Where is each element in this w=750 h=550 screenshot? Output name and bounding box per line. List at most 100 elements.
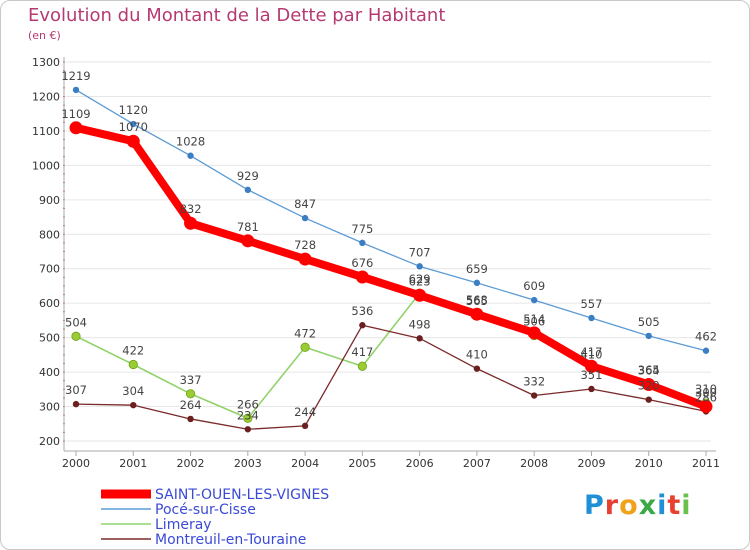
x-tick-label: 2009 <box>577 457 605 470</box>
series-1 <box>71 288 711 423</box>
data-point <box>359 239 366 247</box>
data-label: 286 <box>695 390 717 404</box>
data-label: 337 <box>180 373 202 387</box>
y-tick-label: 1200 <box>32 90 60 103</box>
x-tick-label: 2002 <box>177 457 205 470</box>
data-point <box>355 270 369 284</box>
logo-letter: x <box>638 490 658 521</box>
data-label: 568 <box>466 293 488 307</box>
data-label: 847 <box>294 197 316 211</box>
data-label: 676 <box>351 256 373 270</box>
data-label: 929 <box>237 169 259 183</box>
data-point <box>416 263 423 270</box>
data-label: 623 <box>409 274 431 288</box>
data-label: 320 <box>638 379 660 393</box>
data-point <box>298 252 312 266</box>
data-point <box>187 152 194 159</box>
logo-letter: o <box>619 490 639 521</box>
y-tick-label: 1100 <box>32 125 60 138</box>
data-label: 565 <box>466 294 488 308</box>
data-point <box>301 422 309 430</box>
y-tick-label: 1000 <box>32 159 60 172</box>
series-2 <box>72 322 710 433</box>
legend-label: Limeray <box>155 517 212 533</box>
data-label: 629 <box>409 272 431 286</box>
data-point <box>185 389 196 399</box>
y-tick-label: 600 <box>39 297 60 310</box>
data-label: 422 <box>122 344 144 358</box>
data-label: 264 <box>180 398 202 412</box>
data-point <box>530 296 538 304</box>
data-point <box>244 426 252 433</box>
x-tick-label: 2001 <box>119 457 147 470</box>
legend-label: SAINT-OUEN-LES-VIGNES <box>155 487 329 503</box>
data-point <box>642 377 656 391</box>
data-point <box>645 332 652 340</box>
legend-label: Pocé-sur-Cisse <box>155 502 256 518</box>
logo-letter: P <box>584 490 605 521</box>
y-tick-label: 800 <box>39 228 60 241</box>
y-tick-label: 1300 <box>32 56 60 69</box>
data-point <box>187 415 194 423</box>
x-tick-label: 2005 <box>348 457 376 470</box>
y-tick-label: 700 <box>39 263 60 276</box>
data-point <box>126 134 140 148</box>
data-label: 234 <box>237 408 259 422</box>
data-label: 505 <box>638 315 660 329</box>
x-tick-label: 2004 <box>291 457 319 470</box>
data-label: 365 <box>638 363 660 377</box>
axes: 200 300 400 500 600 700 800 900 1000 1100 1200 1300… <box>32 56 720 470</box>
data-label: 304 <box>122 384 144 398</box>
data-label: 504 <box>65 315 87 329</box>
data-label: 832 <box>180 202 202 216</box>
data-point <box>69 121 83 135</box>
data-label: 781 <box>237 220 259 234</box>
data-label: 332 <box>523 375 545 389</box>
data-point <box>300 342 310 352</box>
data-label: 1070 <box>119 120 148 134</box>
data-point <box>530 392 538 399</box>
series-0 <box>72 86 710 354</box>
data-point <box>413 288 427 302</box>
data-label: 659 <box>466 262 488 276</box>
data-point <box>128 359 138 370</box>
data-label: 557 <box>580 297 602 311</box>
data-point <box>244 186 252 194</box>
data-label: 244 <box>294 405 316 419</box>
x-tick-label: 2006 <box>406 457 434 470</box>
data-label: 1120 <box>119 103 148 117</box>
data-point <box>241 234 255 248</box>
data-label: 472 <box>294 326 316 340</box>
data-label: 506 <box>523 315 545 329</box>
data-label: 417 <box>580 345 602 359</box>
data-point <box>130 401 137 409</box>
series-line <box>75 292 707 420</box>
x-tick-label: 2011 <box>692 457 720 470</box>
data-label: 364 <box>638 363 660 377</box>
data-point <box>301 214 309 222</box>
data-point <box>473 279 481 287</box>
data-label: 300 <box>695 386 717 400</box>
data-label: 417 <box>351 345 373 359</box>
data-point <box>243 413 253 423</box>
data-point <box>130 120 137 128</box>
data-point <box>416 335 423 342</box>
chart-title: Evolution du Montant de la Dette par Hab… <box>28 5 446 26</box>
series <box>69 86 713 433</box>
data-point <box>359 322 366 329</box>
x-tick-label: 2007 <box>463 457 491 470</box>
y-tick-label: 400 <box>39 366 60 379</box>
y-tick-label: 300 <box>39 401 60 414</box>
data-point <box>357 361 367 371</box>
data-point <box>699 400 713 414</box>
legend: SAINT-OUEN-LES-VIGNESPocé-sur-CisseLimer… <box>101 487 329 548</box>
data-point <box>527 326 541 340</box>
data-label: 775 <box>351 222 373 236</box>
data-point <box>184 216 198 230</box>
data-point <box>645 396 652 403</box>
logo-letter: t <box>667 490 682 521</box>
data-label: 728 <box>294 238 316 252</box>
legend-label: Montreuil-en-Touraine <box>155 532 306 548</box>
data-label: 514 <box>523 312 545 326</box>
